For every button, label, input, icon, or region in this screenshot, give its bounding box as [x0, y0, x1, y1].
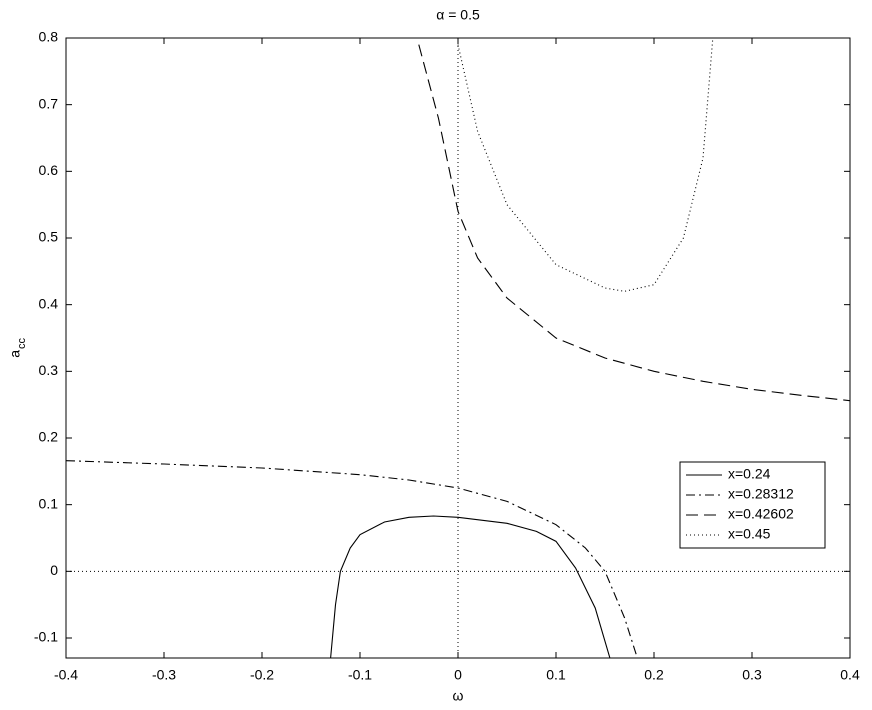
x-tick-label: -0.4 — [54, 667, 78, 683]
x-tick-label: -0.3 — [152, 667, 176, 683]
legend-box — [679, 461, 826, 549]
y-tick-label: 0.2 — [39, 429, 59, 445]
x-tick-label: 0.3 — [742, 667, 762, 683]
x-tick-label: 0 — [454, 667, 462, 683]
series-line — [418, 44, 850, 402]
y-axis-label-sub: cc — [16, 338, 28, 350]
y-tick-label: 0.6 — [39, 162, 59, 178]
series-line — [457, 38, 714, 292]
y-tick-label: 0.5 — [39, 229, 59, 245]
x-tick-label: 0.2 — [644, 667, 664, 683]
y-axis-label: a cc — [7, 338, 28, 358]
legend-label: x=0.45 — [728, 526, 771, 542]
y-tick-label: 0.3 — [39, 362, 59, 378]
y-tick-label: 0.4 — [39, 295, 59, 311]
x-tick-label: 0.4 — [840, 667, 860, 683]
series-line — [66, 460, 638, 658]
legend-label: x=0.42602 — [728, 506, 794, 522]
x-tick-label: -0.1 — [348, 667, 372, 683]
x-tick-label: 0.1 — [546, 667, 566, 683]
y-tick-label: 0.1 — [39, 495, 59, 511]
series-line — [330, 515, 611, 658]
legend-label: x=0.28312 — [728, 486, 794, 502]
y-tick-label: 0.7 — [39, 95, 59, 111]
x-axis-label: ω — [453, 688, 464, 704]
y-axis-label-main: a — [7, 350, 23, 358]
y-tick-label: 0.8 — [39, 29, 59, 45]
chart-title: α = 0.5 — [436, 7, 480, 23]
x-tick-label: -0.2 — [250, 667, 274, 683]
y-tick-label: -0.1 — [34, 629, 58, 645]
y-tick-label: 0 — [50, 562, 58, 578]
legend-label: x=0.24 — [728, 466, 771, 482]
